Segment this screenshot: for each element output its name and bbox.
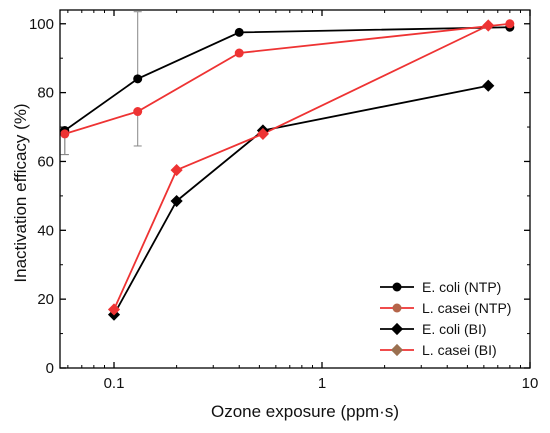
- series-line-1: [64, 26, 510, 132]
- data-point: [133, 74, 143, 84]
- series-line-4: [113, 24, 489, 310]
- legend-label: L. casei (BI): [422, 342, 497, 358]
- data-point: [170, 194, 183, 208]
- x-tick-label: 10: [522, 375, 539, 392]
- axes: 0 20 40 60 80 100 0.1 1 10: [29, 9, 539, 392]
- data-point: [133, 107, 143, 117]
- data-point: [482, 79, 495, 92]
- x-tick-label: 1: [318, 375, 326, 392]
- legend-label: L. casei (NTP): [422, 300, 511, 316]
- data-point: [234, 48, 244, 58]
- y-tick-label: 60: [37, 153, 54, 170]
- data-point: [60, 129, 70, 139]
- plot-area: [60, 11, 515, 321]
- y-tick-label: 80: [37, 85, 54, 102]
- x-axis-label: Ozone exposure (ppm·s): [211, 402, 399, 421]
- legend-marker: [390, 343, 404, 357]
- data-point: [505, 19, 515, 29]
- y-tick-label: 0: [46, 360, 54, 377]
- plot-frame: [59, 9, 531, 369]
- data-point: [170, 163, 183, 177]
- legend-marker: [392, 303, 402, 313]
- legend-marker: [390, 322, 404, 336]
- legend-label: E. coli (NTP): [422, 279, 501, 295]
- y-tick-label: 100: [29, 16, 54, 33]
- legend-label: E. coli (BI): [422, 321, 487, 337]
- x-tick-label: 0.1: [104, 375, 125, 392]
- y-tick-label: 40: [37, 222, 54, 239]
- y-tick-label: 20: [37, 291, 54, 308]
- data-point: [234, 27, 244, 37]
- data-point: [256, 127, 270, 140]
- legend-marker: [392, 282, 402, 292]
- y-axis-label: Inactivation efficacy (%): [11, 103, 30, 282]
- data-point: [482, 19, 495, 32]
- data-point: [107, 303, 121, 316]
- series-line-2: [64, 22, 510, 135]
- series-line-3: [113, 84, 489, 316]
- legend: E. coli (NTP) L. casei (NTP) E. coli (BI) L…: [380, 279, 511, 358]
